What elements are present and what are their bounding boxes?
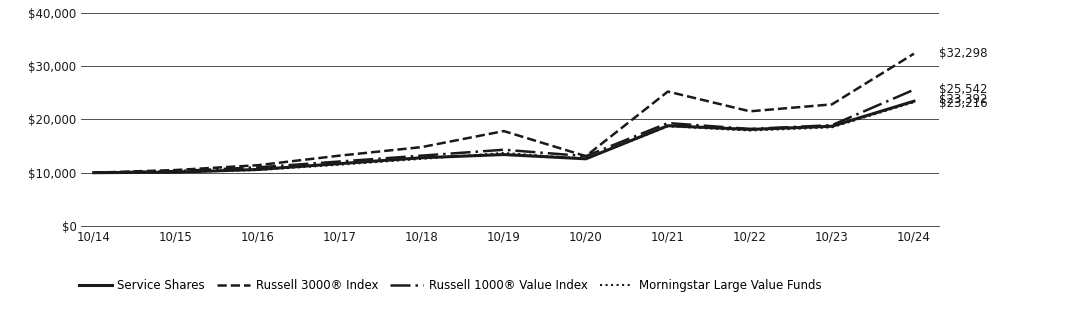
Legend: Service Shares, Russell 3000® Index, Russell 1000® Value Index, Morningstar Larg: Service Shares, Russell 3000® Index, Rus…	[78, 279, 821, 292]
Text: $32,298: $32,298	[939, 47, 987, 60]
Text: $23,392: $23,392	[939, 93, 987, 106]
Text: $23,216: $23,216	[939, 97, 987, 110]
Text: $25,542: $25,542	[939, 83, 987, 96]
